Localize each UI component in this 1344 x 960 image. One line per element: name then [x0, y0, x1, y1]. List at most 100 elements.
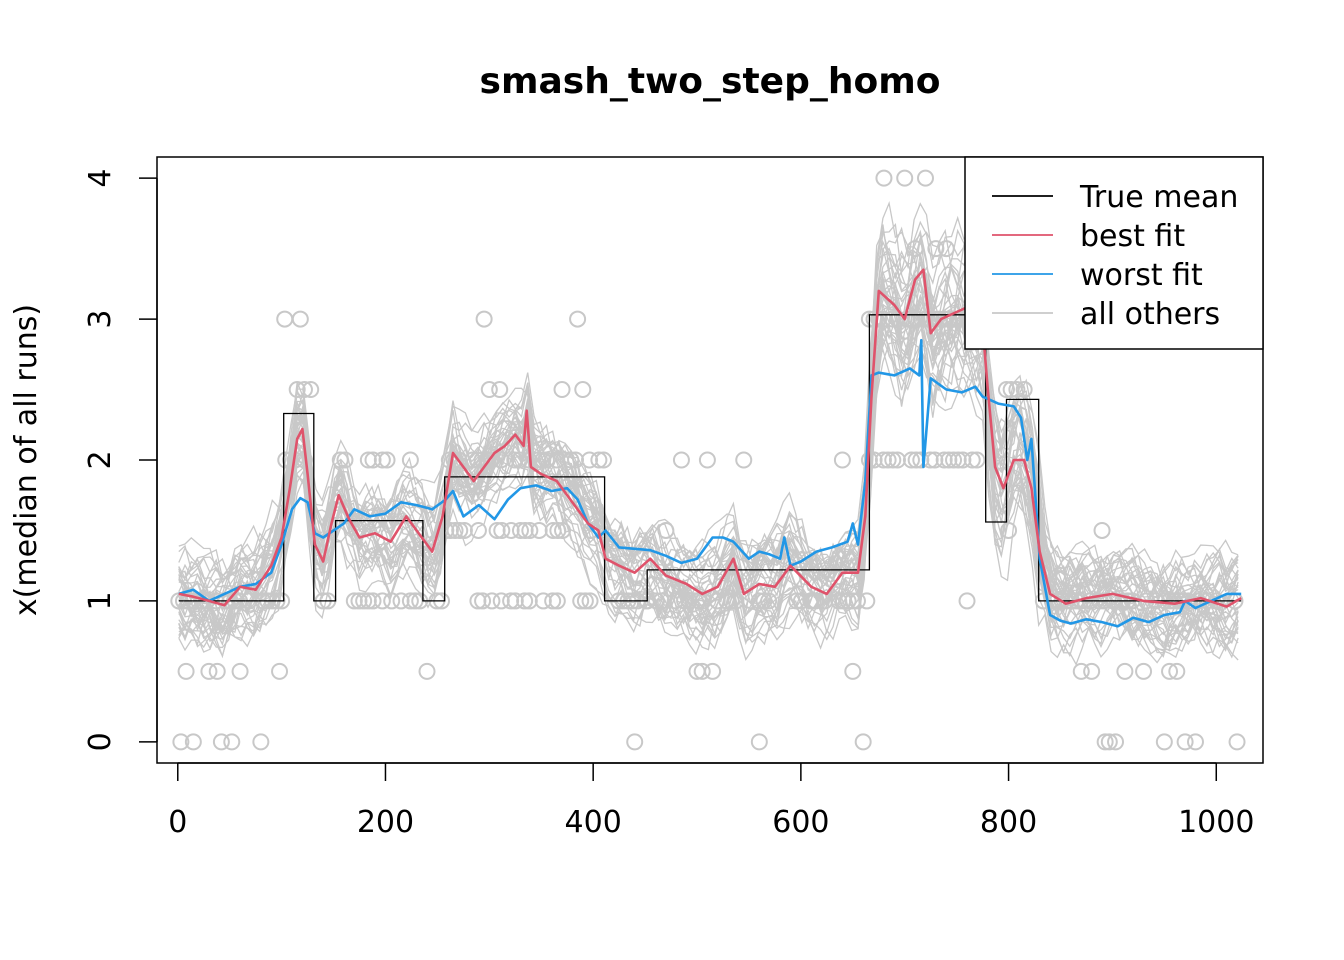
x-tick-label: 800	[980, 805, 1037, 840]
data-point	[271, 662, 289, 680]
data-point	[1100, 733, 1118, 751]
legend-label: all others	[1080, 297, 1220, 332]
data-point	[401, 451, 419, 469]
data-point	[516, 592, 534, 610]
data-point	[574, 381, 592, 399]
data-point	[208, 662, 226, 680]
data-point	[648, 592, 666, 610]
data-point	[521, 521, 539, 539]
data-point	[544, 592, 562, 610]
data-point	[1002, 381, 1020, 399]
data-point	[1135, 662, 1153, 680]
data-point	[302, 381, 320, 399]
data-point	[373, 451, 391, 469]
other-run-line	[178, 249, 1239, 646]
legend-box	[964, 156, 1264, 350]
data-point	[626, 733, 644, 751]
data-point	[1168, 662, 1186, 680]
data-point	[997, 381, 1015, 399]
y-axis: 0 1 2 3 4	[83, 169, 158, 751]
data-point	[562, 451, 580, 469]
data-point	[854, 733, 872, 751]
other-run-line	[178, 276, 1239, 664]
x-tick-label: 0	[168, 805, 187, 840]
y-tick-label: 3	[83, 310, 118, 329]
data-point	[927, 240, 945, 258]
legend-label: best fit	[1080, 219, 1185, 254]
data-point	[690, 592, 708, 610]
data-point	[858, 592, 876, 610]
data-point	[833, 451, 851, 469]
data-point	[378, 451, 396, 469]
data-point	[1008, 381, 1026, 399]
data-point	[569, 310, 587, 328]
data-point	[401, 592, 419, 610]
data-point	[493, 521, 511, 539]
data-point	[252, 733, 270, 751]
data-point	[480, 381, 498, 399]
data-point	[554, 521, 572, 539]
data-point	[704, 662, 722, 680]
data-point	[844, 662, 862, 680]
data-point	[1155, 733, 1173, 751]
legend-label: True mean	[1079, 180, 1238, 215]
worst-fit-line	[178, 338, 1242, 628]
data-point	[295, 381, 313, 399]
data-point	[1096, 733, 1114, 751]
data-point	[590, 451, 608, 469]
data-point	[510, 451, 528, 469]
data-point	[572, 592, 590, 610]
data-point	[548, 592, 566, 610]
data-point	[750, 592, 768, 610]
data-point	[718, 592, 736, 610]
data-point	[544, 521, 562, 539]
data-point	[491, 381, 509, 399]
best-fit-layer	[178, 268, 1242, 608]
x-tick-label: 400	[565, 805, 622, 840]
y-tick-label: 4	[83, 169, 118, 188]
other-run-line	[178, 261, 1239, 649]
x-tick-label: 1000	[1178, 805, 1254, 840]
best-fit-line	[178, 268, 1242, 608]
data-point	[1093, 521, 1111, 539]
other-run-line	[178, 232, 1239, 629]
data-point	[446, 521, 464, 539]
data-point	[576, 592, 594, 610]
x-tick-label: 600	[772, 805, 829, 840]
data-point	[875, 169, 893, 187]
data-point	[727, 592, 745, 610]
data-point	[172, 733, 190, 751]
data-point	[364, 592, 382, 610]
data-point	[231, 662, 249, 680]
data-point	[383, 592, 401, 610]
worst-fit-layer	[178, 338, 1242, 628]
data-point	[902, 451, 920, 469]
data-point	[581, 592, 599, 610]
data-point	[355, 592, 373, 610]
data-point	[553, 381, 571, 399]
data-point	[698, 451, 716, 469]
legend-label: worst fit	[1080, 258, 1203, 293]
data-point	[276, 310, 294, 328]
true-mean-line	[178, 314, 1242, 602]
data-point	[530, 521, 548, 539]
data-point	[750, 733, 768, 751]
data-point	[1116, 662, 1134, 680]
data-point	[735, 451, 753, 469]
data-point	[506, 451, 524, 469]
data-point	[657, 521, 675, 539]
data-point	[212, 733, 230, 751]
data-point	[177, 662, 195, 680]
data-point	[865, 310, 883, 328]
y-tick-label: 2	[83, 450, 118, 469]
x-tick-label: 200	[357, 805, 414, 840]
data-point	[331, 451, 349, 469]
data-point	[451, 521, 469, 539]
data-point	[184, 733, 202, 751]
x-axis: 0 200 400 600 800 1000	[168, 762, 1254, 840]
data-point	[549, 521, 567, 539]
data-point	[722, 592, 740, 610]
data-point	[418, 662, 436, 680]
data-point	[755, 592, 773, 610]
